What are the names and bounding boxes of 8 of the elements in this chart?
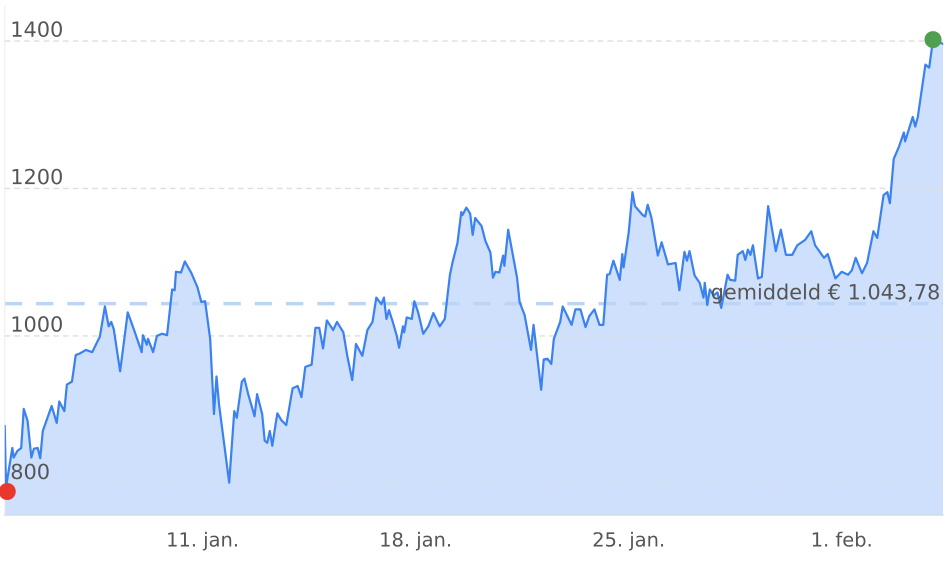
x-tick-label: 11. jan. [168, 532, 237, 551]
y-tick-label: 800 [12, 464, 49, 480]
x-tick-label: 1. feb. [812, 532, 871, 547]
y-tick-label: 1400 [12, 21, 62, 38]
x-tick-label: 18. jan. [381, 532, 450, 551]
x-tick-label: 25. jan. [594, 532, 664, 551]
y-tick-label: 1200 [12, 168, 62, 184]
y-tick-label: 1000 [12, 316, 62, 332]
